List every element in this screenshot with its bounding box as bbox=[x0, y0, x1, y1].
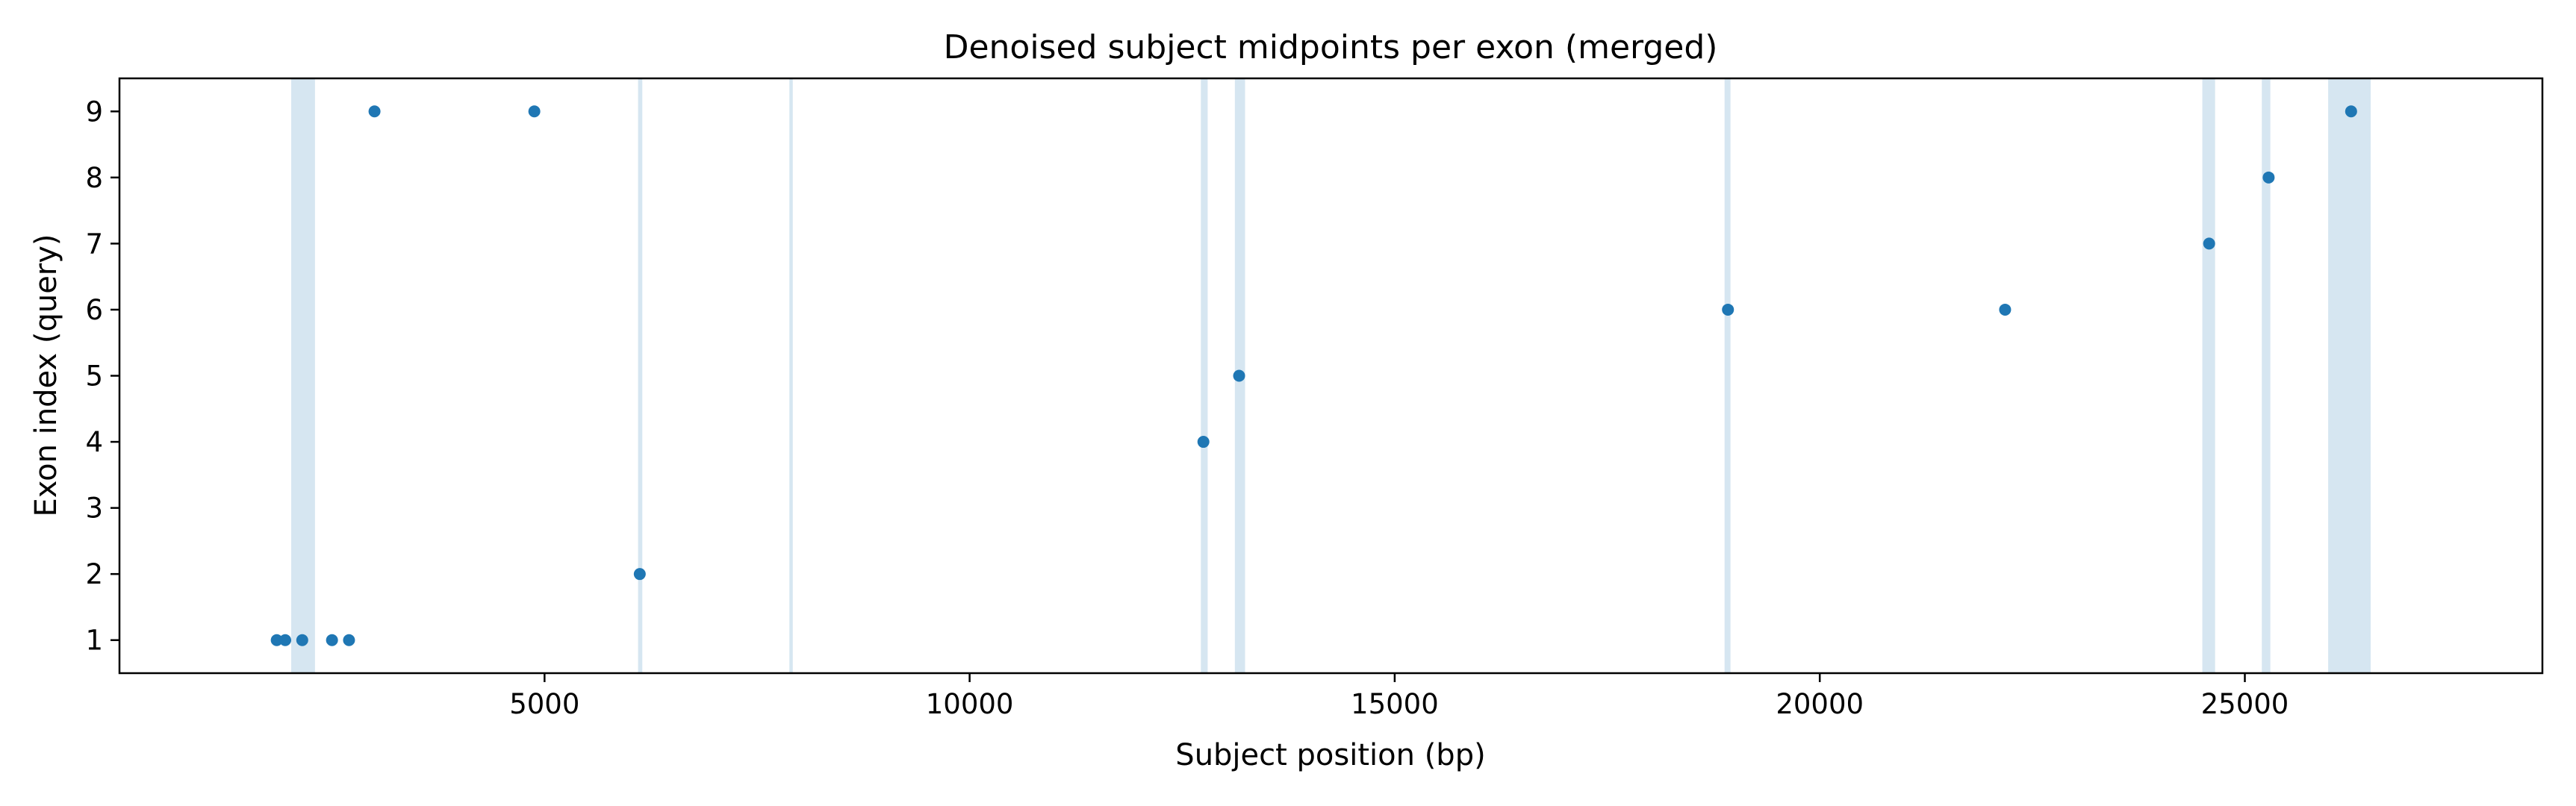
data-point bbox=[2203, 237, 2215, 250]
highlight-band bbox=[789, 78, 793, 673]
y-tick-label: 2 bbox=[85, 558, 103, 590]
y-tick-label: 3 bbox=[85, 493, 103, 525]
x-tick-label: 10000 bbox=[926, 688, 1014, 720]
y-tick-label: 7 bbox=[85, 228, 103, 260]
y-tick-label: 1 bbox=[85, 625, 103, 657]
highlight-band bbox=[290, 78, 315, 673]
data-point bbox=[368, 105, 381, 118]
highlight-band bbox=[2262, 78, 2271, 673]
x-tick-label: 15000 bbox=[1351, 688, 1439, 720]
highlight-bands bbox=[290, 78, 2371, 673]
y-tick-label: 4 bbox=[85, 426, 103, 458]
x-tick-label: 5000 bbox=[509, 688, 579, 720]
data-point bbox=[296, 634, 308, 646]
x-tick-label: 25000 bbox=[2201, 688, 2289, 720]
data-point bbox=[343, 634, 355, 646]
data-point bbox=[1233, 369, 1245, 382]
data-point bbox=[528, 105, 541, 118]
data-point bbox=[1197, 436, 1210, 449]
y-tick-label: 8 bbox=[85, 162, 103, 194]
plot-frame bbox=[118, 77, 2544, 675]
x-axis-label: Subject position (bp) bbox=[1175, 738, 1485, 772]
highlight-band bbox=[1201, 78, 1208, 673]
data-point bbox=[1999, 303, 2012, 316]
data-point bbox=[326, 634, 338, 646]
data-point bbox=[270, 634, 283, 646]
x-tick-label: 20000 bbox=[1776, 688, 1864, 720]
data-point bbox=[2262, 171, 2275, 184]
data-points bbox=[270, 105, 2357, 646]
y-axis-label: Exon index (query) bbox=[29, 234, 63, 516]
data-point bbox=[279, 634, 292, 646]
x-axis-ticks: 5000 10000 15000 20000 25000 bbox=[509, 673, 2289, 720]
data-point bbox=[2345, 105, 2357, 118]
data-point bbox=[1722, 303, 1735, 316]
chart-title: Denoised subject midpoints per exon (mer… bbox=[944, 28, 1718, 66]
highlight-band bbox=[2328, 78, 2371, 673]
highlight-band bbox=[638, 78, 643, 673]
y-axis-ticks: 1 2 3 4 5 6 7 8 9 bbox=[85, 96, 119, 657]
y-tick-label: 9 bbox=[85, 96, 103, 128]
y-tick-label: 6 bbox=[85, 294, 103, 326]
highlight-band bbox=[2202, 78, 2215, 673]
y-tick-label: 5 bbox=[85, 360, 103, 393]
data-point bbox=[633, 568, 646, 581]
highlight-band bbox=[1724, 78, 1731, 673]
